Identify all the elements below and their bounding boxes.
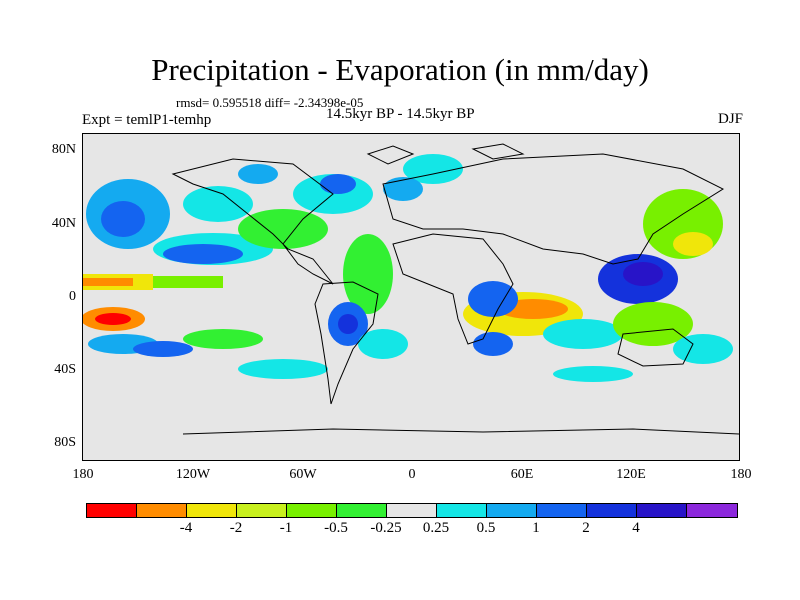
colorbar-swatch [537,504,587,517]
colorbar-label: -1 [279,520,293,536]
coastlines [171,143,739,435]
lon-label-120w: 120W [175,467,211,482]
lon-label-180e: 180 [730,467,752,482]
colorbar-label: 2 [582,520,590,536]
period-label: 14.5kyr BP - 14.5kyr BP [326,106,475,122]
colorbar-label: -0.25 [370,520,402,536]
lat-label-eq: 0 [69,289,76,304]
colorbar-swatch [337,504,387,517]
lon-label-180w: 180 [72,467,94,482]
colorbar-label: -2 [229,520,243,536]
lon-label-60e: 60E [510,467,534,482]
colorbar-swatch [237,504,287,517]
experiment-label: Expt = temlP1-temhp [82,112,212,128]
lat-label-80n: 80N [51,142,76,157]
chart-title: Precipitation - Evaporation (in mm/day) [151,52,649,87]
colorbar-label: -0.5 [324,520,348,536]
lon-label-0: 0 [408,467,416,482]
colorbar-label: 0.5 [476,520,496,536]
colorbar-label: 0.25 [422,520,450,536]
colorbar-swatch [87,504,137,517]
colorbar-swatch [637,504,687,517]
lon-label-120e: 120E [616,467,646,482]
lat-label-80s: 80S [54,435,76,450]
colorbar [86,503,738,518]
colorbar-swatch [137,504,187,517]
colorbar-swatch [587,504,637,517]
lon-label-60w: 60W [289,467,317,482]
colorbar-swatch [287,504,337,517]
colorbar-swatch [187,504,237,517]
season-label: DJF [717,111,743,127]
colorbar-label: 4 [632,520,640,536]
colorbar-label: -4 [179,520,193,536]
colorbar-swatch [437,504,487,517]
stats-label: rmsd= 0.595518 diff= -2.34398e-05 [176,95,364,110]
map-panel [82,133,740,461]
lat-label-40s: 40S [54,362,76,377]
anomaly-field [83,154,733,382]
lat-label-40n: 40N [51,216,76,231]
colorbar-swatch [487,504,537,517]
colorbar-swatch [687,504,737,517]
colorbar-label: 1 [532,520,540,536]
colorbar-swatch [387,504,437,517]
map-field-svg [83,143,739,435]
